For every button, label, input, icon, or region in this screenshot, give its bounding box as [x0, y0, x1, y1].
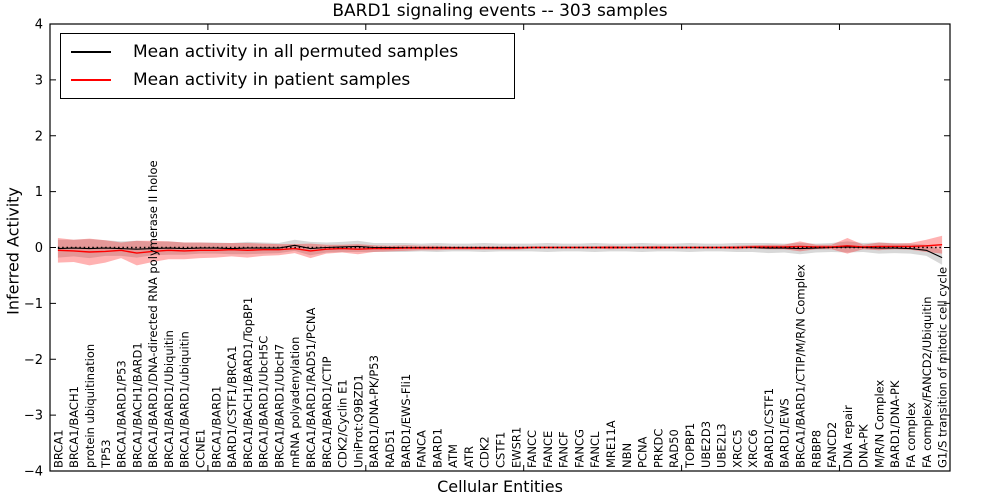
- x-category-label: CSTF1: [494, 432, 508, 468]
- plot-border: [49, 23, 951, 472]
- x-category-label: NBN: [620, 443, 634, 468]
- x-category-label: BRCA1/BARD1/Ubiquitin: [162, 330, 176, 468]
- y-tick-label: −4: [24, 465, 43, 480]
- x-category-label: FA complex/FANCD2/Ubiquitin: [920, 297, 934, 468]
- legend-label-permuted: Mean activity in all permuted samples: [133, 42, 459, 62]
- x-category-label: RBBP8: [809, 430, 823, 468]
- x-category-label: UBE2D3: [699, 421, 713, 468]
- x-category-label: BRCA1/BARD1/P53: [115, 360, 129, 468]
- x-category-label: M/R/N Complex: [872, 379, 886, 468]
- x-category-label: DNA repair: [841, 405, 855, 468]
- x-category-label: PRKDC: [651, 429, 665, 468]
- x-category-label: ATR: [462, 446, 476, 468]
- permuted-std-band: [57, 239, 943, 265]
- x-category-label: CDK2: [478, 436, 492, 468]
- x-category-label: BRCA1/BARD1/UbcH7: [272, 344, 286, 468]
- x-category-label: FANCA: [415, 430, 429, 468]
- x-category-label: BRCA1/BARD1/CTIP/M/R/N Complex: [794, 264, 808, 468]
- x-category-label: TP53: [99, 439, 113, 469]
- x-category-label: BARD1/DNA-PK/P53: [367, 355, 381, 468]
- x-category-label: PCNA: [636, 436, 650, 468]
- x-category-label: BRCA1/BARD1: [209, 386, 223, 468]
- x-category-label: ATM: [446, 444, 460, 468]
- x-category-label: FANCD2: [825, 422, 839, 468]
- x-category-label: UBE2L3: [715, 423, 729, 468]
- x-category-label: FANCL: [588, 431, 602, 468]
- patient-std-band: [57, 235, 943, 266]
- x-category-label: CDK2/Cyclin E1: [336, 379, 350, 468]
- patient-mean-line: [57, 244, 943, 254]
- x-category-label: BARD1/CSTF1/BRCA1: [225, 346, 239, 468]
- x-category-label: BRCA1/BARD1/RAD51/PCNA: [304, 307, 318, 468]
- y-tick-label: −2: [24, 353, 43, 368]
- x-category-label: BARD1/CSTF1: [762, 388, 776, 468]
- patient-line-swatch: [71, 79, 111, 81]
- legend-entry-permuted: Mean activity in all permuted samples: [61, 42, 514, 62]
- x-category-label: BARD1/DNA-PK: [888, 380, 902, 468]
- x-category-label: mRNA polyadenylation: [288, 337, 302, 468]
- x-category-label: BRCA1/BARD1/ubiquitin: [178, 331, 192, 468]
- x-category-label: FA complex: [904, 402, 918, 468]
- legend: Mean activity in all permuted samples Me…: [60, 33, 515, 99]
- x-category-label: TOPBP1: [683, 423, 697, 469]
- chart-title: BARD1 signaling events -- 303 samples: [332, 1, 668, 21]
- y-tick-label: −1: [24, 297, 43, 312]
- x-category-label: BARD1: [430, 428, 444, 468]
- x-category-label: DNA-PK: [857, 424, 871, 468]
- x-category-label: MRE11A: [604, 420, 618, 468]
- x-axis-label: Cellular Entities: [437, 477, 563, 496]
- x-category-label: FANCF: [557, 431, 571, 468]
- x-category-label: FANCE: [541, 431, 555, 468]
- x-category-label: BARD1/EWS-Fli1: [399, 374, 413, 468]
- y-tick-label: 2: [35, 129, 43, 144]
- y-tick-label: 4: [35, 18, 43, 33]
- x-category-label: XRCC6: [746, 429, 760, 468]
- x-category-label: CCNE1: [194, 429, 208, 468]
- x-category-label: BRCA1/BARD1/DNA-directed RNA polymerase …: [146, 160, 160, 468]
- x-category-label: RAD50: [667, 429, 681, 468]
- x-category-label: UniProt:Q9BZD1: [351, 374, 365, 468]
- legend-label-patient: Mean activity in patient samples: [133, 70, 411, 90]
- x-category-label: BRCA1/BARD1/CTIP: [320, 356, 334, 468]
- x-category-label: BRCA1/BARD1/UbcH5C: [257, 336, 271, 468]
- y-tick-label: 1: [35, 185, 43, 200]
- x-category-label: BARD1/EWS: [778, 398, 792, 468]
- x-category-label: EWSR1: [509, 427, 523, 468]
- x-category-label: FANCC: [525, 430, 539, 468]
- x-category-label: protein ubiquitination: [83, 344, 97, 468]
- y-tick-label: 0: [35, 241, 43, 256]
- x-category-label: BRCA1/BACH1: [67, 386, 81, 468]
- x-category-label: XRCC5: [730, 429, 744, 468]
- x-category-label: FANCG: [572, 429, 586, 468]
- x-category-label: G1/S transition of mitotic cell cycle: [936, 267, 950, 468]
- x-category-label: BRCA1/BACH1/BARD1/TopBP1: [241, 297, 255, 468]
- y-tick-label: 3: [35, 73, 43, 88]
- x-category-label: BRCA1/BACH1/BARD1: [130, 342, 144, 468]
- x-category-label: BRCA1: [51, 429, 65, 468]
- y-axis-label: Inferred Activity: [3, 187, 23, 315]
- y-tick-label: −3: [24, 409, 43, 424]
- x-category-label: RAD51: [383, 429, 397, 468]
- legend-entry-patient: Mean activity in patient samples: [61, 70, 514, 90]
- permuted-line-swatch: [71, 51, 111, 53]
